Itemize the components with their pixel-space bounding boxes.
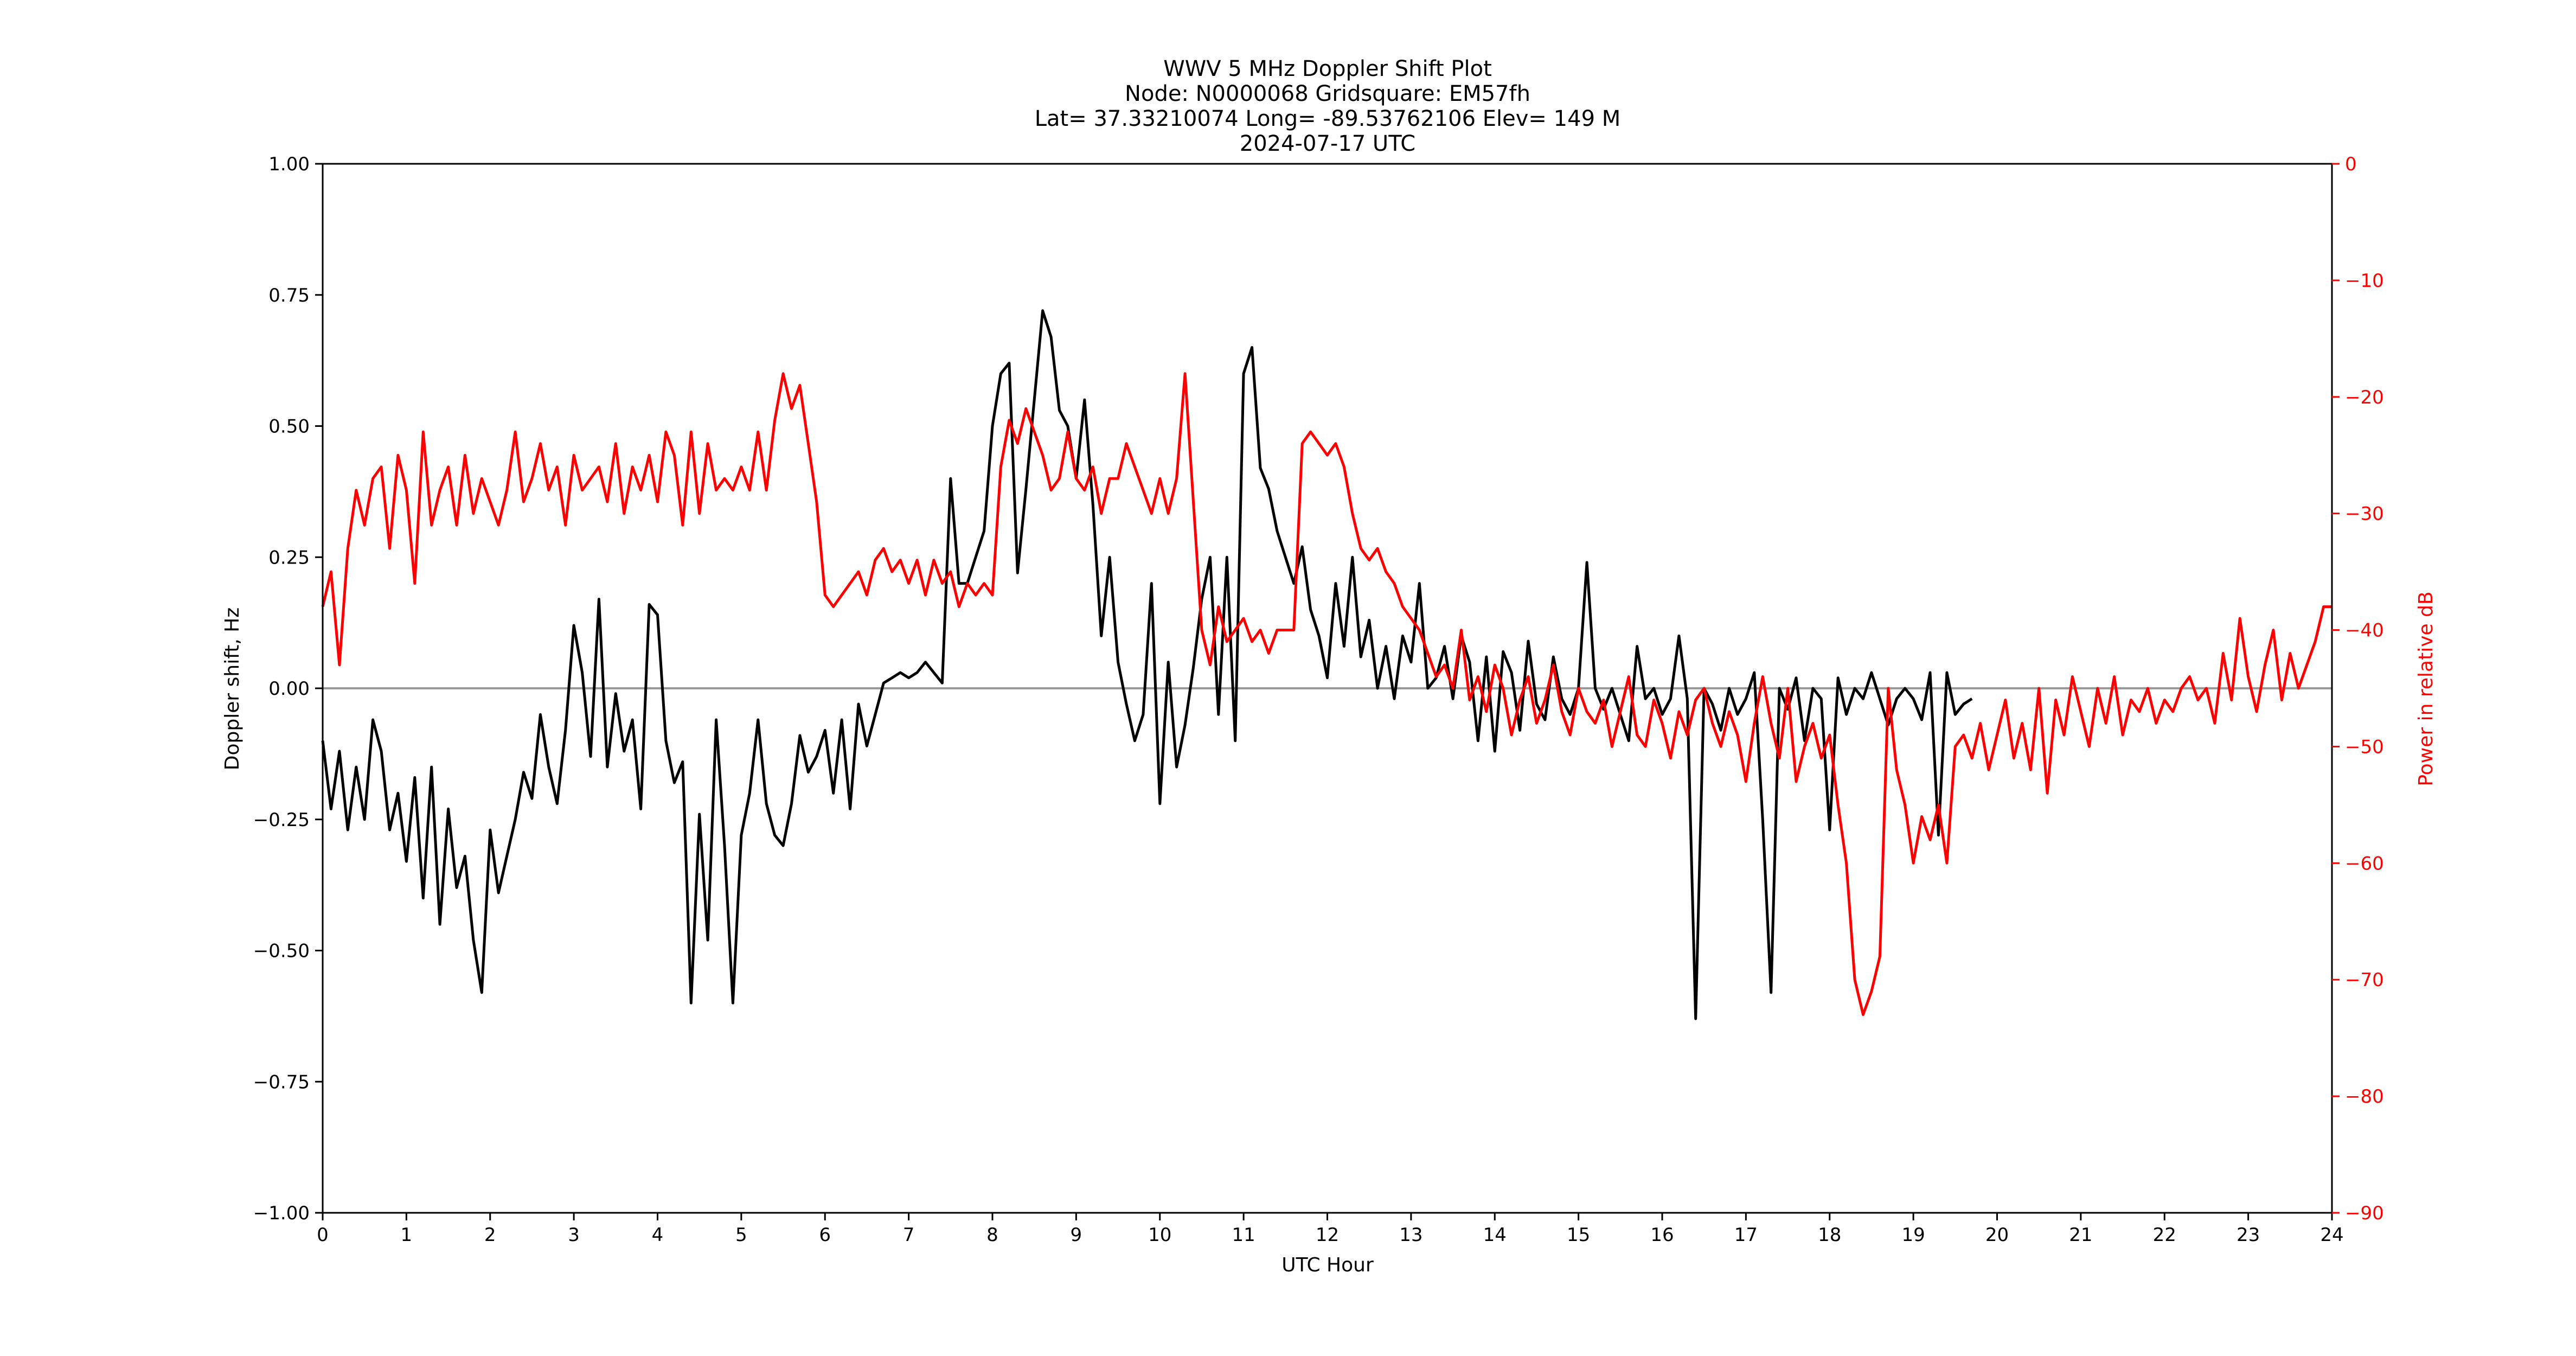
y2-tick-label: −80 (2345, 1086, 2384, 1108)
y2-tick-label: −30 (2345, 503, 2384, 525)
x-tick-label: 8 (986, 1224, 998, 1246)
y-tick-label: 1.00 (268, 153, 310, 175)
x-tick-label: 21 (2069, 1224, 2092, 1246)
x-tick-label: 6 (819, 1224, 831, 1246)
title-line-4: 2024-07-17 UTC (1240, 131, 1415, 156)
y2-tick-label: −10 (2345, 270, 2384, 292)
y2-axis-label: Power in relative dB (2415, 591, 2437, 786)
y-tick-label: 0.75 (268, 285, 310, 306)
x-tick-label: 22 (2153, 1224, 2176, 1246)
y-tick-label: 0.00 (268, 678, 310, 700)
x-axis-label: UTC Hour (1281, 1254, 1374, 1276)
y2-tick-label: −70 (2345, 969, 2384, 991)
plot-area: 0 1 2 3 4 5 6 7 8 9 10 11 12 13 14 15 16 17 18 19 20 21 22 23 24… (253, 153, 2384, 1246)
y2-tick-label: −40 (2345, 620, 2384, 642)
x-tick-label: 3 (568, 1224, 580, 1246)
doppler-series-line (321, 309, 1973, 1020)
y-tick-label: 0.25 (268, 547, 310, 568)
title-line-3: Lat= 37.33210074 Long= -89.53762106 Elev… (1035, 106, 1621, 131)
y-axis-label: Doppler shift, Hz (221, 607, 243, 770)
x-tick-label: 20 (1985, 1224, 2009, 1246)
x-tick-label: 18 (1818, 1224, 1841, 1246)
title-line-2: Node: N0000068 Gridsquare: EM57fh (1125, 81, 1530, 106)
x-tick-label: 9 (1071, 1224, 1082, 1246)
x-tick-label: 16 (1650, 1224, 1674, 1246)
x-tick-label: 19 (1901, 1224, 1925, 1246)
y-tick-label: 0.50 (268, 416, 310, 438)
title-line-1: WWV 5 MHz Doppler Shift Plot (1163, 56, 1492, 81)
x-tick-label: 1 (401, 1224, 413, 1246)
y2-tick-label: −50 (2345, 736, 2384, 758)
x-tick-label: 7 (903, 1224, 915, 1246)
y2-tick-label: −20 (2345, 387, 2384, 408)
x-tick-label: 24 (2320, 1224, 2343, 1246)
x-tick-label: 17 (1734, 1224, 1758, 1246)
y-tick-label: −0.25 (253, 809, 310, 831)
x-tick-label: 15 (1567, 1224, 1590, 1246)
y-tick-label: −1.00 (253, 1203, 310, 1224)
x-tick-label: 23 (2237, 1224, 2260, 1246)
power-series-line (321, 372, 2332, 1016)
y-tick-label: −0.75 (253, 1071, 310, 1093)
y2-tick-label: 0 (2345, 153, 2357, 175)
x-tick-label: 0 (317, 1224, 329, 1246)
y2-tick-label: −60 (2345, 853, 2384, 874)
x-tick-label: 13 (1399, 1224, 1422, 1246)
x-tick-label: 10 (1148, 1224, 1171, 1246)
x-tick-label: 11 (1232, 1224, 1255, 1246)
x-tick-label: 4 (652, 1224, 664, 1246)
x-tick-label: 14 (1483, 1224, 1507, 1246)
x-tick-label: 5 (735, 1224, 747, 1246)
x-tick-label: 12 (1316, 1224, 1339, 1246)
x-tick-label: 2 (484, 1224, 496, 1246)
chart-title: WWV 5 MHz Doppler Shift Plot Node: N0000… (1035, 56, 1621, 156)
y-tick-label: −0.50 (253, 941, 310, 962)
y2-tick-label: −90 (2345, 1203, 2384, 1224)
